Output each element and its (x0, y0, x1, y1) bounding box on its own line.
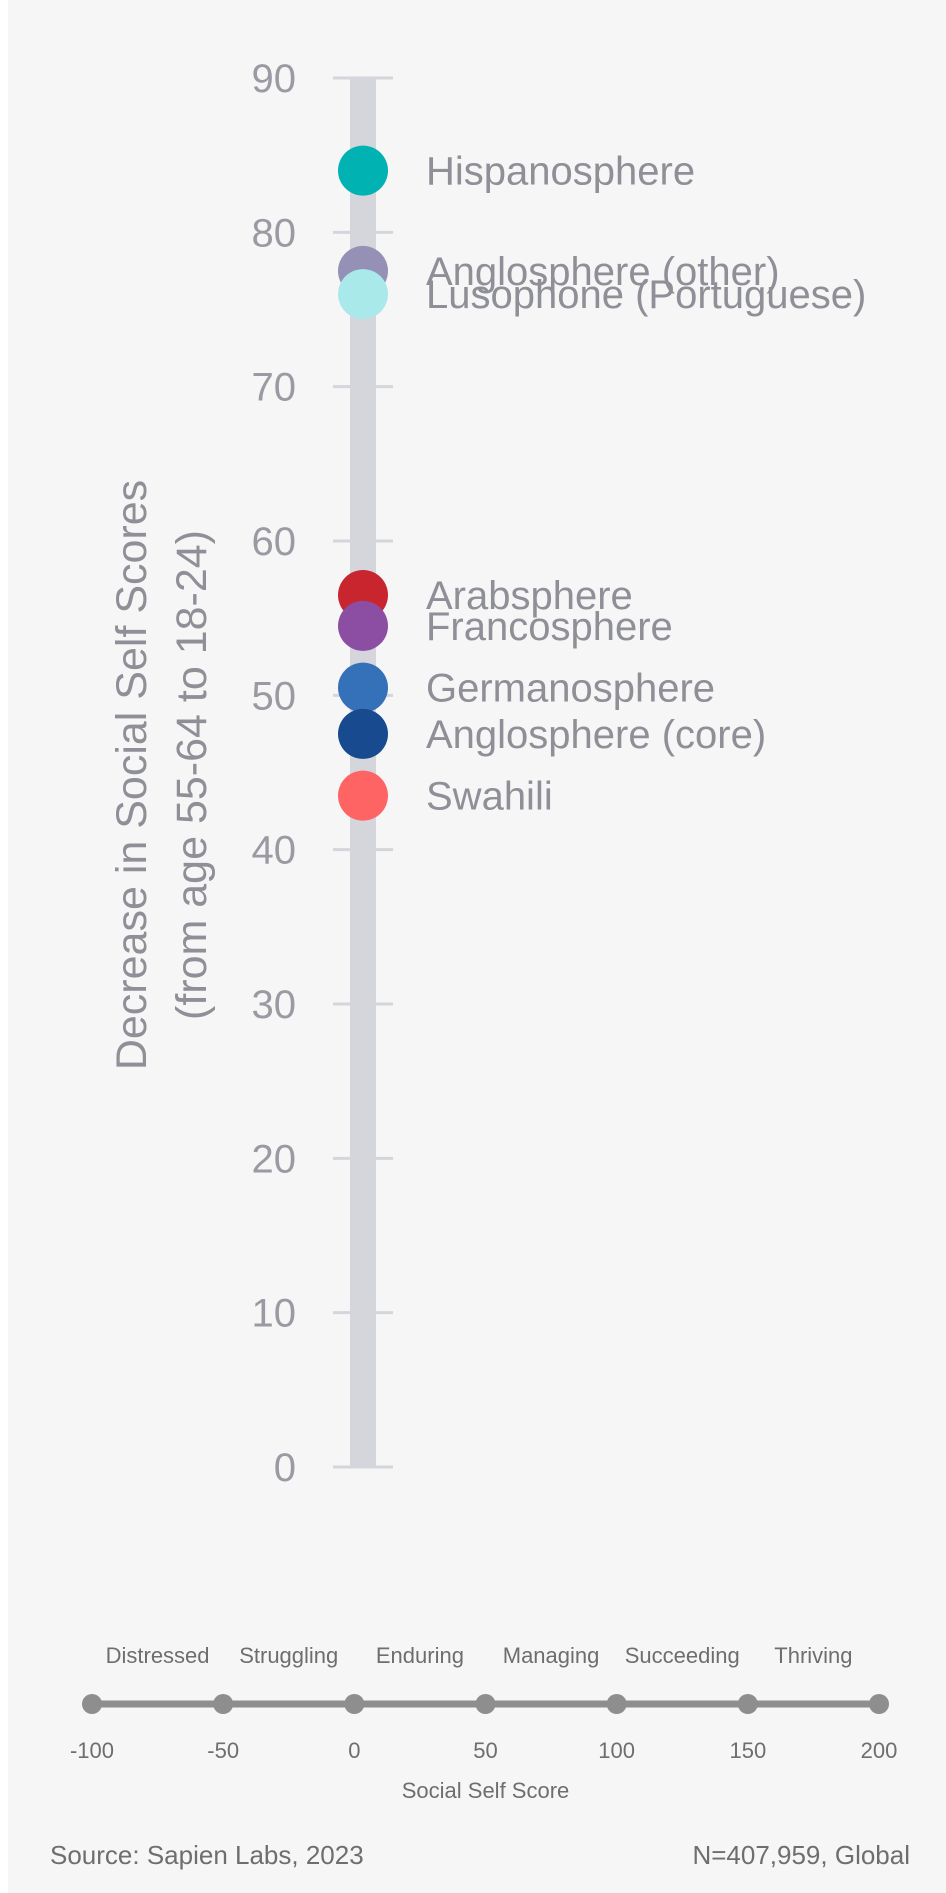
scale-category-label: Managing (503, 1643, 600, 1668)
y-tick-label: 70 (252, 366, 297, 410)
data-point (338, 770, 388, 821)
chart-page: Decrease in Social Self Scores (from age … (8, 0, 946, 1893)
y-tick-label: 20 (252, 1137, 297, 1181)
data-point-label: Arabsphere (426, 574, 633, 618)
data-point (338, 145, 388, 196)
data-point-label: Hispanosphere (426, 150, 695, 194)
scale-tick-label: 100 (598, 1738, 635, 1763)
scale-tick-label: -50 (207, 1738, 239, 1763)
scale-tick-dot (82, 1694, 102, 1714)
scale-category-label: Struggling (239, 1643, 338, 1668)
y-axis-title: Decrease in Social Self Scores (from age … (108, 480, 216, 1070)
scale-tick-dot (606, 1694, 627, 1714)
data-points: Hispanosphere Anglosphere (other)Lusophon… (338, 145, 866, 821)
y-tick-label: 10 (252, 1292, 297, 1336)
scatter-chart: Decrease in Social Self Scores (from age … (108, 57, 866, 1490)
data-point (338, 662, 388, 713)
y-tick-label: 40 (252, 829, 297, 873)
y-tick-label: 80 (252, 211, 297, 255)
scale-category-label: Distressed (106, 1643, 210, 1668)
source-note: Source: Sapien Labs, 2023 (50, 1840, 364, 1870)
y-tick-label: 0 (274, 1446, 296, 1490)
scale-category-label: Enduring (376, 1643, 464, 1668)
y-tick-label: 50 (252, 674, 297, 718)
scale-tick-dot (737, 1694, 758, 1714)
scale-tick-dot (475, 1694, 496, 1714)
scale-tick-label: 0 (348, 1738, 360, 1763)
data-point (338, 708, 388, 759)
data-point-label: Francosphere (426, 605, 673, 649)
scale-tick-dot (869, 1694, 889, 1714)
scale-tick-dot (213, 1694, 234, 1714)
y-axis-ticks: 0 10 20 30 40 50 60 70 80 90 (252, 57, 393, 1490)
data-point-label: Lusophone (Portuguese) (426, 273, 866, 317)
scale-title: Social Self Score (402, 1778, 570, 1803)
data-point-label: Germanosphere (426, 667, 715, 711)
scale-tick-label: -100 (70, 1738, 114, 1763)
scale-tick-label: 200 (861, 1738, 898, 1763)
scale-tick-label: 150 (729, 1738, 766, 1763)
scale-category-label: Succeeding (625, 1643, 740, 1668)
sample-size-note: N=407,959, Global (692, 1840, 910, 1870)
data-point-label: Swahili (426, 775, 553, 819)
data-point (338, 269, 388, 320)
y-tick-label: 60 (252, 520, 297, 564)
scale-category-label: Thriving (774, 1643, 852, 1668)
data-point-label: Anglosphere (core) (426, 713, 766, 757)
data-point-label: Anglosphere (other) (426, 250, 780, 294)
social-self-score-scale: Distressed Struggling Enduring Managing Succ… (70, 1643, 898, 1803)
data-point (338, 600, 388, 651)
y-tick-label: 30 (252, 983, 297, 1027)
scale-tick-dot (344, 1694, 365, 1714)
y-tick-label: 90 (252, 57, 297, 101)
scale-tick-label: 50 (473, 1738, 497, 1763)
y-axis-title-line: Decrease in Social Self Scores (108, 480, 156, 1070)
y-axis-title-line: (from age 55-64 to 18-24) (168, 530, 216, 1020)
